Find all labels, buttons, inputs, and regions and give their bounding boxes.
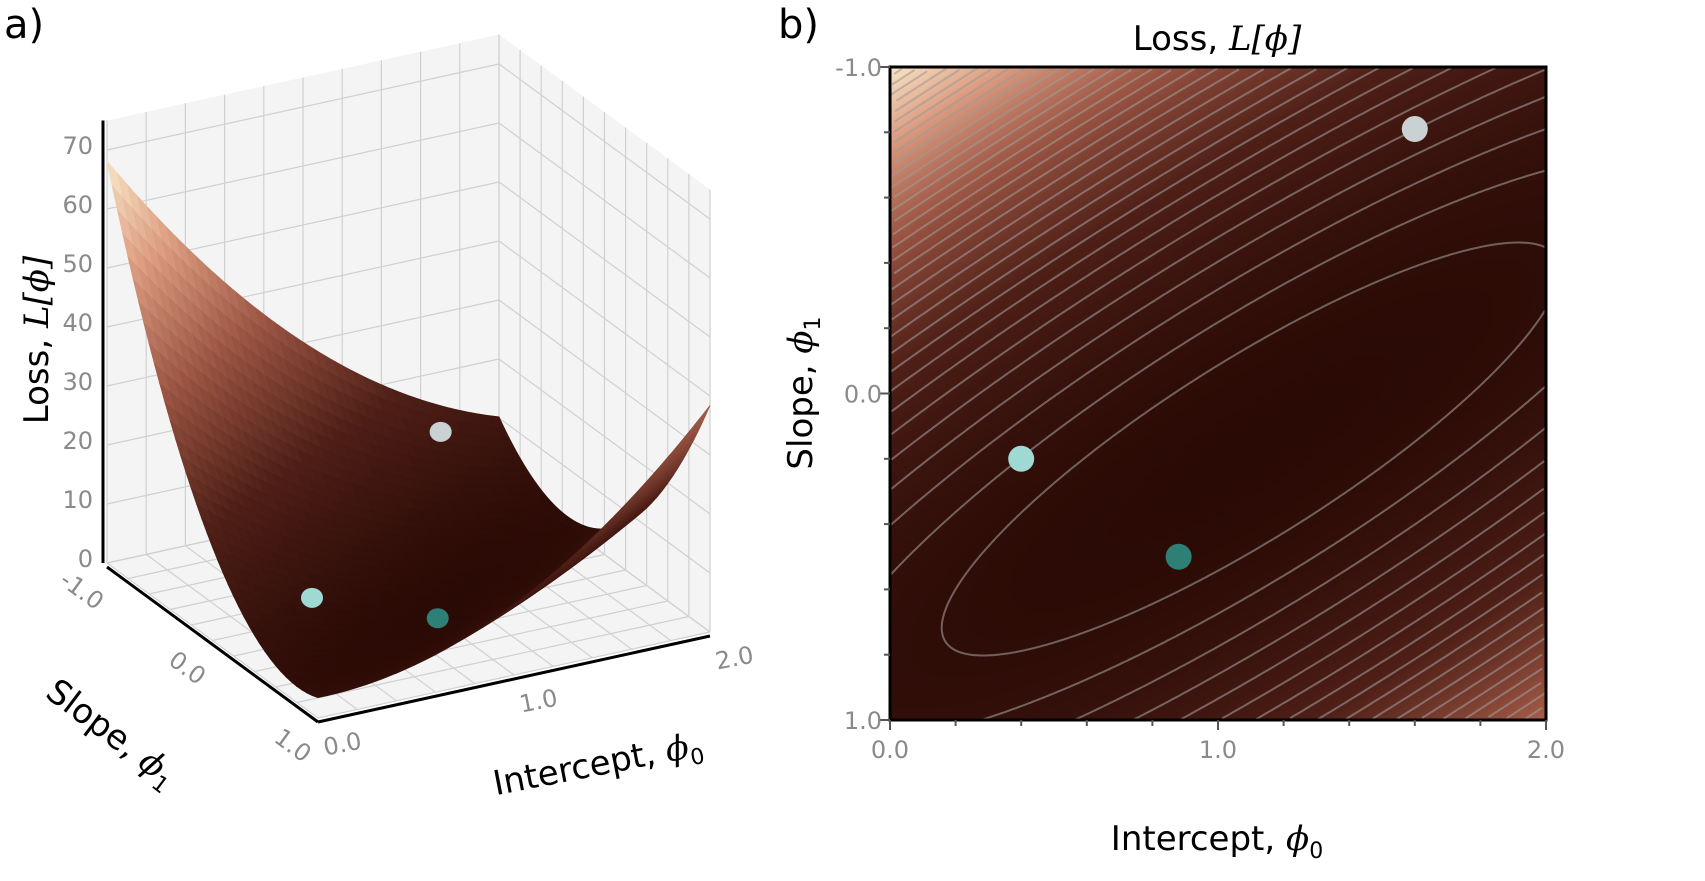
y-axis-title: Slope, ϕ1	[781, 316, 826, 469]
contour-line	[893, 68, 903, 75]
contour-line	[890, 68, 1547, 719]
slope-tick-label: 1.0	[269, 723, 316, 768]
contour-line	[890, 67, 1544, 721]
contour-line	[890, 96, 1546, 721]
z-tick-label: 30	[62, 368, 93, 396]
contour-line	[889, 128, 1546, 721]
y-axis-title-3d: Slope, ϕ1	[35, 671, 184, 799]
grid-line	[317, 631, 711, 719]
plot-frame	[888, 65, 1548, 722]
x-tick-label: 0.0	[871, 736, 909, 764]
y-tick-label: 1.0	[844, 707, 882, 735]
parameter-point	[1401, 116, 1428, 143]
surface-point	[429, 421, 452, 442]
surface-point	[426, 608, 449, 629]
y-tick-label: -1.0	[835, 54, 882, 82]
contour-line	[890, 66, 1117, 212]
contour-line	[894, 66, 1045, 164]
slope-axis-line	[106, 565, 319, 724]
contour-line	[890, 67, 1543, 720]
slope-tick-label: -1.0	[55, 565, 109, 615]
grid-line	[106, 122, 500, 210]
slope-tick-label: 0.0	[164, 645, 211, 690]
intercept-axis-line	[317, 634, 711, 724]
z-tick-label: 0	[78, 545, 93, 573]
grid-line	[498, 122, 711, 279]
contour-lines	[889, 66, 1547, 721]
contour-line	[889, 70, 928, 96]
contour-line	[895, 67, 948, 102]
z-tick-label: 50	[62, 250, 93, 278]
grid-line	[498, 417, 711, 574]
contour-line	[889, 169, 1546, 721]
z-tick-label: 60	[62, 191, 93, 219]
contour-line	[890, 67, 1546, 721]
grid-line	[498, 181, 711, 338]
contour-line	[889, 68, 1544, 720]
contour-line	[894, 69, 960, 113]
parameter-point	[1165, 543, 1192, 570]
x-tick-label: 2.0	[1527, 736, 1565, 764]
loss-surface	[106, 160, 711, 699]
parameter-point	[1008, 445, 1035, 472]
z-tick-label: 20	[62, 427, 93, 455]
z-tick-label: 40	[62, 309, 93, 337]
contour-line	[891, 66, 1079, 189]
contour-line	[892, 68, 1543, 720]
contour-line	[893, 67, 1010, 144]
contour-line	[893, 68, 1096, 199]
grid-line	[498, 63, 711, 220]
panel-label-b: b)	[778, 2, 819, 48]
grid-line	[498, 358, 711, 515]
contour-line	[940, 241, 1547, 657]
z-axis-title-3d: Loss, L[ϕ]	[17, 255, 57, 424]
contour-line	[893, 67, 1543, 720]
surface-point	[301, 587, 323, 608]
contour-line	[891, 67, 1544, 720]
plot-title: Loss, L[ϕ]	[1133, 19, 1302, 59]
x-axis-title-3d: Intercept, ϕ0	[490, 724, 707, 809]
contour-line	[893, 66, 979, 123]
z-tick-label: 10	[62, 486, 93, 514]
contour-line	[893, 66, 1028, 154]
contour-line	[893, 69, 991, 133]
contour-line	[889, 66, 1063, 179]
grid-line	[296, 615, 690, 704]
contour-plot: 0.0 1.0 2.0-1.00.01.0	[835, 54, 1565, 764]
x-axis-title: Intercept, ϕ0	[1111, 819, 1323, 864]
intercept-tick-label: 1.0	[517, 684, 560, 719]
grid-line	[498, 240, 711, 397]
contour-line	[890, 66, 1546, 720]
intercept-tick-label: 2.0	[713, 641, 756, 676]
panel-label-a: a)	[4, 2, 44, 48]
contour-line	[889, 67, 1545, 719]
y-tick-label: 0.0	[844, 381, 882, 409]
contour-line	[890, 68, 1546, 721]
grid-line	[106, 63, 500, 151]
contour-line	[891, 69, 916, 86]
grid-line	[498, 299, 711, 456]
contour-line	[891, 69, 1546, 720]
contour-line	[892, 67, 1542, 718]
z-tick-label: 70	[62, 132, 93, 160]
x-tick-label: 1.0	[1199, 736, 1237, 764]
intercept-tick-label: 0.0	[321, 727, 364, 762]
contour-line	[891, 68, 1543, 720]
surface-facet	[311, 693, 328, 699]
